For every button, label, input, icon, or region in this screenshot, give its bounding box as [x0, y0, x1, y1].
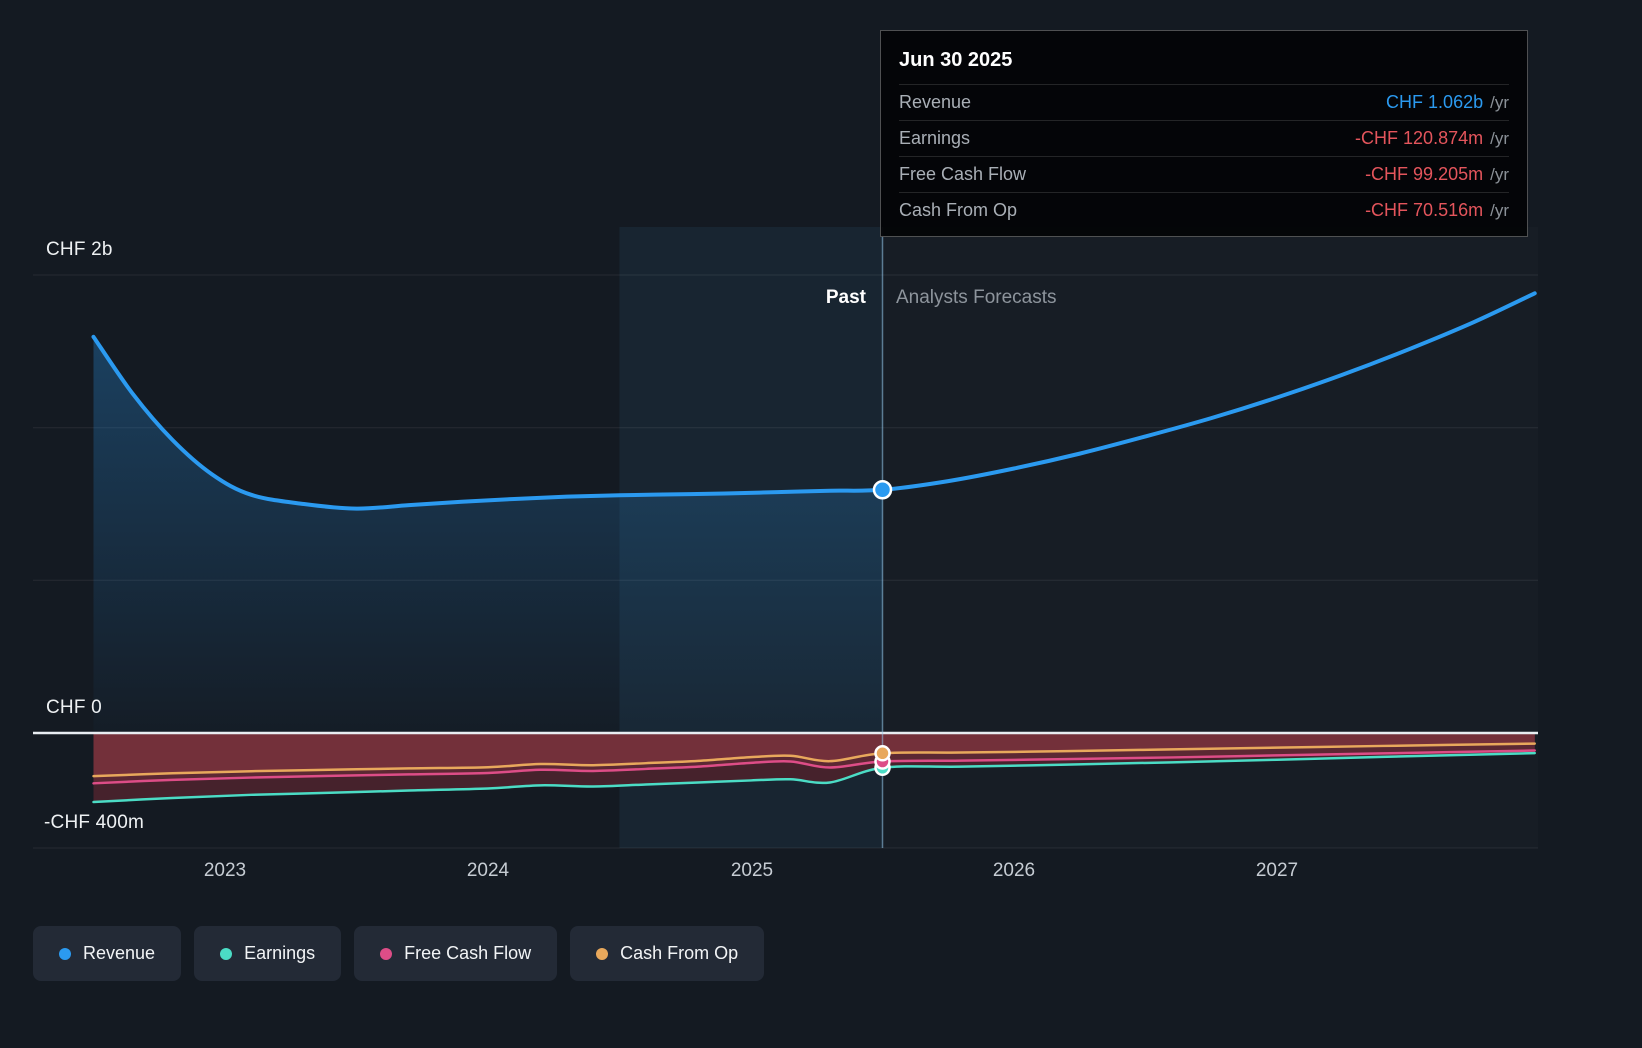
- past-section-label: Past: [825, 287, 866, 308]
- tooltip-value: -CHF 70.516m: [1365, 200, 1484, 220]
- earnings-dot-icon: [220, 947, 233, 960]
- tooltip-row-revenue: Revenue CHF 1.062b/yr: [899, 84, 1509, 120]
- legend-label: Revenue: [83, 943, 156, 963]
- x-tick-2025: 2025: [730, 860, 774, 881]
- tooltip: Jun 30 2025 Revenue CHF 1.062b/yr Earnin…: [880, 30, 1528, 237]
- tooltip-suffix: /yr: [1490, 93, 1509, 112]
- tooltip-row-cash-from-op: Cash From Op -CHF 70.516m/yr: [899, 192, 1509, 228]
- tooltip-label: Free Cash Flow: [899, 164, 1027, 184]
- x-tick-2027: 2027: [1255, 860, 1299, 881]
- y-axis-label-bottom: -CHF 400m: [44, 812, 144, 833]
- tooltip-suffix: /yr: [1490, 129, 1509, 148]
- tooltip-label: Cash From Op: [899, 200, 1018, 220]
- tooltip-label: Revenue: [899, 92, 972, 112]
- legend-label: Cash From Op: [620, 943, 739, 963]
- legend-label: Free Cash Flow: [404, 943, 532, 963]
- x-tick-2023: 2023: [203, 860, 247, 881]
- legend-item-revenue[interactable]: Revenue: [33, 926, 182, 981]
- tooltip-suffix: /yr: [1490, 165, 1509, 184]
- tooltip-value: -CHF 99.205m: [1365, 164, 1484, 184]
- x-tick-2024: 2024: [466, 860, 510, 881]
- forecast-section-label: Analysts Forecasts: [896, 287, 1057, 308]
- y-axis-label-top: CHF 2b: [46, 239, 113, 260]
- legend-item-cash-from-op[interactable]: Cash From Op: [570, 926, 765, 981]
- revenue-dot-icon: [59, 947, 71, 960]
- tooltip-date: Jun 30 2025: [899, 49, 1013, 71]
- tooltip-suffix: /yr: [1490, 201, 1509, 220]
- tooltip-row-free-cash-flow: Free Cash Flow -CHF 99.205m/yr: [899, 156, 1509, 192]
- tooltip-label: Earnings: [899, 128, 971, 148]
- tooltip-row-earnings: Earnings -CHF 120.874m/yr: [899, 120, 1509, 156]
- cash-from-op-dot-icon: [596, 947, 609, 960]
- legend-label: Earnings: [244, 943, 316, 963]
- x-tick-2026: 2026: [992, 860, 1036, 881]
- tooltip-value: CHF 1.062b: [1386, 92, 1484, 112]
- legend-item-earnings[interactable]: Earnings: [194, 926, 342, 981]
- legend-item-free-cash-flow[interactable]: Free Cash Flow: [354, 926, 558, 981]
- free-cash-flow-dot-icon: [380, 947, 393, 960]
- y-axis-label-zero: CHF 0: [46, 697, 102, 718]
- tooltip-value: -CHF 120.874m: [1355, 128, 1484, 148]
- legend: Revenue Earnings Free Cash Flow Cash Fro…: [33, 926, 765, 981]
